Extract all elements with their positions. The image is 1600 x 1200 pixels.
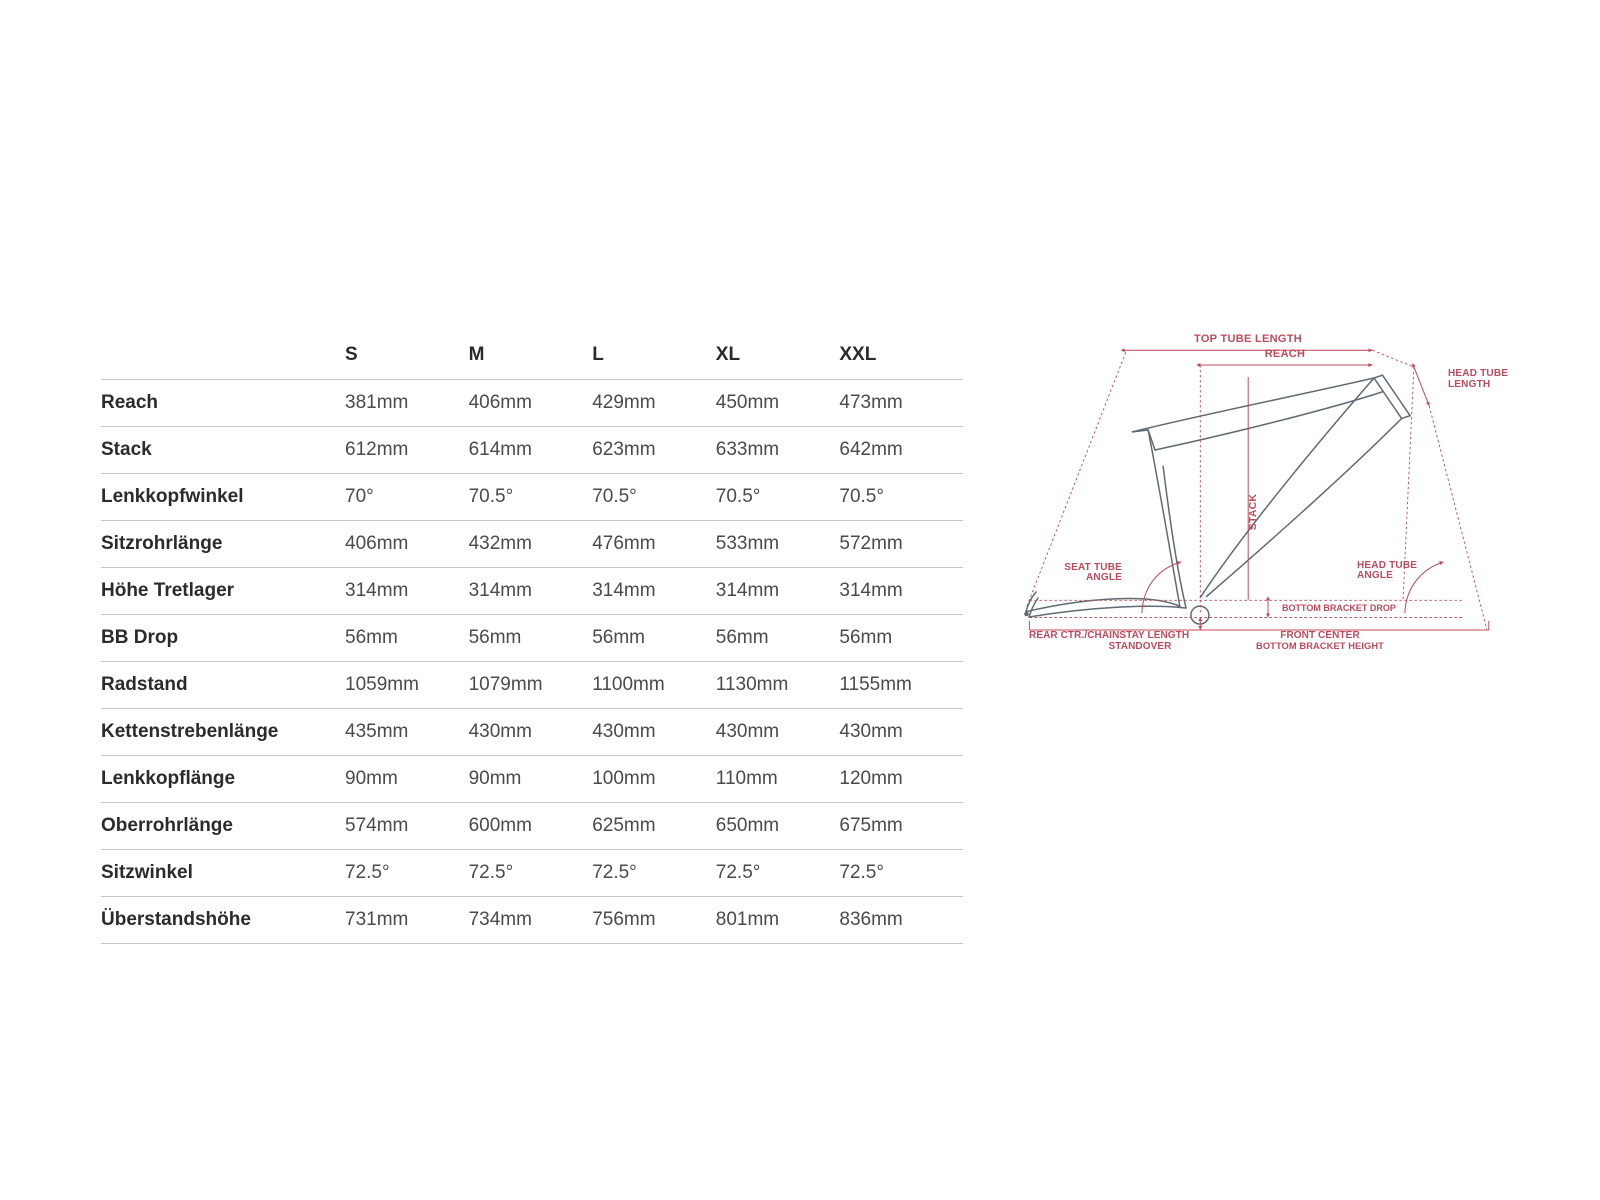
svg-text:BOTTOM BRACKET DROP: BOTTOM BRACKET DROP bbox=[1282, 603, 1396, 613]
svg-text:FRONT CENTER: FRONT CENTER bbox=[1280, 630, 1360, 641]
svg-text:ANGLE: ANGLE bbox=[1357, 570, 1393, 581]
svg-text:REACH: REACH bbox=[1265, 348, 1306, 360]
svg-text:ANGLE: ANGLE bbox=[1086, 572, 1122, 583]
svg-text:REAR CTR./CHAINSTAY LENGTH: REAR CTR./CHAINSTAY LENGTH bbox=[1029, 630, 1189, 641]
svg-text:HEAD TUBE: HEAD TUBE bbox=[1448, 368, 1508, 379]
svg-text:STANDOVER: STANDOVER bbox=[1109, 641, 1173, 652]
svg-text:LENGTH: LENGTH bbox=[1448, 379, 1490, 390]
svg-text:BOTTOM BRACKET HEIGHT: BOTTOM BRACKET HEIGHT bbox=[1256, 641, 1384, 651]
svg-text:TOP TUBE LENGTH: TOP TUBE LENGTH bbox=[1194, 333, 1302, 345]
svg-text:STACK: STACK bbox=[1247, 494, 1259, 531]
